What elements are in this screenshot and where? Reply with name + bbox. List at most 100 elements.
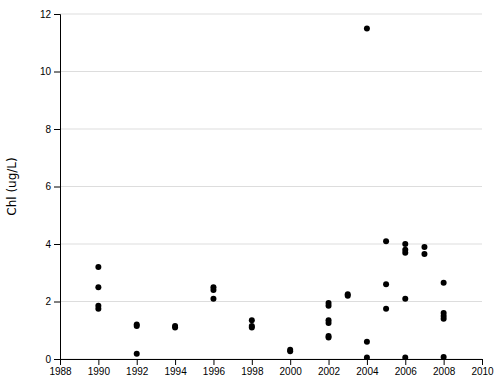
tick-mark <box>54 129 60 130</box>
points <box>95 25 446 359</box>
tick: 0 <box>45 354 60 365</box>
tick-mark <box>54 359 60 360</box>
point <box>326 320 332 326</box>
tick-mark <box>482 359 483 365</box>
point <box>249 324 255 330</box>
tick: 1988 <box>49 359 72 377</box>
point <box>345 293 351 299</box>
point <box>326 303 332 309</box>
tick-mark <box>54 244 60 245</box>
tick-mark <box>54 302 60 303</box>
point <box>441 354 447 359</box>
point <box>383 281 389 287</box>
grid-line <box>60 71 482 72</box>
tick: 2000 <box>280 359 303 377</box>
chart: 1988 1990 1992 1994 1996 1998 2000 2002 2004 2006… <box>0 0 500 391</box>
point <box>95 284 101 290</box>
tick: 12 <box>40 9 60 20</box>
point <box>134 323 140 329</box>
tick-label: 1994 <box>164 366 187 377</box>
tick-label: 2 <box>45 296 51 307</box>
point <box>421 251 427 257</box>
point <box>364 355 370 359</box>
tick-mark <box>54 187 60 188</box>
tick: 2008 <box>433 359 456 377</box>
tick-label: 1996 <box>203 366 226 377</box>
tick: 1990 <box>88 359 111 377</box>
point <box>210 296 216 302</box>
tick: 2 <box>45 296 60 307</box>
point <box>364 25 370 31</box>
tick-mark <box>175 359 176 365</box>
grid-line <box>60 129 482 130</box>
tick-mark <box>252 359 253 365</box>
point <box>249 317 255 323</box>
grid-line <box>60 14 482 15</box>
tick-label: 0 <box>45 354 51 365</box>
tick-label: 1992 <box>126 366 149 377</box>
tick-mark <box>98 359 99 365</box>
tick: 2002 <box>318 359 341 377</box>
point <box>210 287 216 293</box>
tick: 2006 <box>395 359 418 377</box>
grid-line <box>60 301 482 302</box>
point <box>364 339 370 345</box>
tick-label: 1988 <box>49 366 72 377</box>
tick-mark <box>54 72 60 73</box>
point <box>441 316 447 322</box>
tick-label: 2000 <box>280 366 303 377</box>
tick-label: 2002 <box>318 366 341 377</box>
grid <box>60 14 482 359</box>
point <box>402 241 408 247</box>
tick-label: 1990 <box>88 366 111 377</box>
tick: 1994 <box>164 359 187 377</box>
tick-label: 2008 <box>433 366 456 377</box>
tick: 2010 <box>471 359 494 377</box>
tick-mark <box>213 359 214 365</box>
tick-label: 2004 <box>356 366 379 377</box>
point <box>287 348 293 354</box>
tick: 4 <box>45 239 60 250</box>
point <box>95 306 101 312</box>
plot: 1988 1990 1992 1994 1996 1998 2000 2002 2004 2006… <box>40 9 494 377</box>
tick-label: 10 <box>40 66 52 77</box>
point <box>172 324 178 330</box>
point <box>383 238 389 244</box>
grid-line <box>60 244 482 245</box>
tick-label: 6 <box>45 181 51 192</box>
axis-line <box>54 15 61 360</box>
axis-line <box>61 360 483 366</box>
tick-label: 4 <box>45 239 51 250</box>
tick: 10 <box>40 66 60 77</box>
tick: 1998 <box>241 359 264 377</box>
tick: 2004 <box>356 359 379 377</box>
tick-mark <box>290 359 291 365</box>
point <box>383 306 389 312</box>
tick-mark <box>54 14 60 15</box>
point <box>441 280 447 286</box>
point <box>402 250 408 256</box>
tick-mark <box>137 359 138 365</box>
point <box>402 296 408 302</box>
tick-label: 1998 <box>241 366 264 377</box>
tick: 8 <box>45 124 60 135</box>
tick-label: 8 <box>45 124 51 135</box>
grid-line <box>60 186 482 187</box>
tick-label: 12 <box>40 9 52 20</box>
tick-mark <box>329 359 330 365</box>
point <box>326 334 332 340</box>
tick: 1996 <box>203 359 226 377</box>
tick-mark <box>444 359 445 365</box>
point <box>402 355 408 359</box>
tick-mark <box>367 359 368 365</box>
tick-label: 2006 <box>395 366 418 377</box>
point <box>421 244 427 250</box>
tick: 6 <box>45 181 60 192</box>
y-axis: 0 2 4 6 8 10 12 <box>40 9 61 365</box>
x-axis: 1988 1990 1992 1994 1996 1998 2000 2002 2004 2006… <box>49 359 494 377</box>
y-axis-title: Chl (ug/L) <box>5 157 19 215</box>
tick-mark <box>405 359 406 365</box>
tick-label: 2010 <box>471 366 494 377</box>
point <box>95 264 101 270</box>
point <box>134 351 140 357</box>
